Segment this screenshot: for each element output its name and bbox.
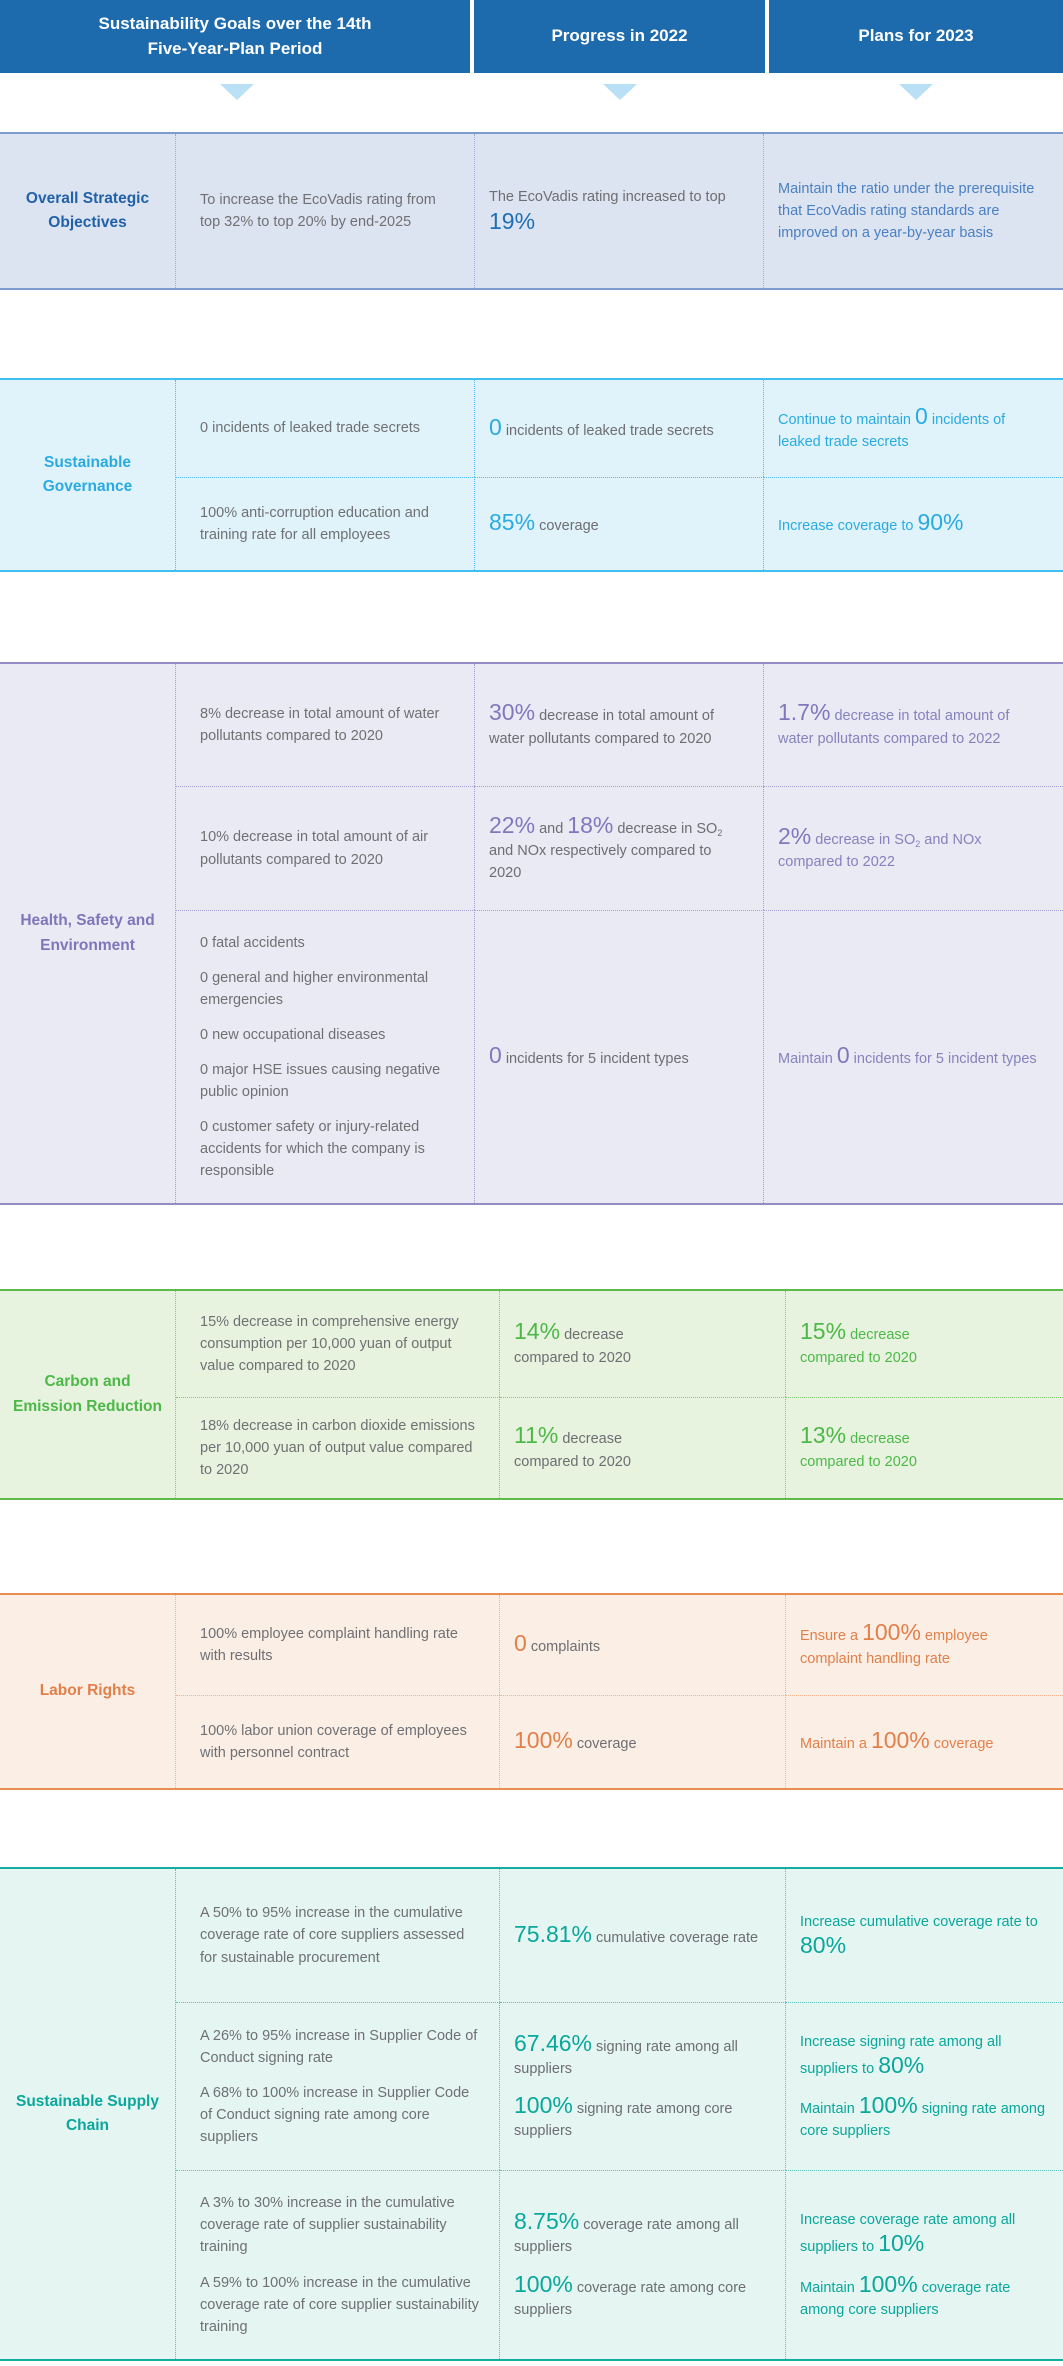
goal-cell: 18% decrease in carbon dioxide emissions… <box>176 1397 500 1498</box>
plans-cell: Maintain a 100% coverage <box>786 1695 1063 1788</box>
header-plans-label: Plans for 2023 <box>858 26 974 46</box>
goal-cell: A 50% to 95% increase in the cumulative … <box>176 1869 500 2002</box>
plans-cell: 2% decrease in SO2 and NOx compared to 2… <box>764 786 1063 910</box>
progress-cell: 0 incidents for 5 incident types <box>475 910 764 1203</box>
plans-cell: Increase coverage rate among all supplie… <box>786 2170 1063 2359</box>
goal-cell: 8% decrease in total amount of water pol… <box>176 664 475 786</box>
plans-cell: Maintain the ratio under the prerequisit… <box>778 180 1035 242</box>
plans-cell: Increase cumulative coverage rate to 80% <box>800 1913 1038 1958</box>
progress-cell: 14% decrease compared to 2020 <box>500 1291 786 1397</box>
goal-cell: 10% decrease in total amount of air poll… <box>176 786 475 910</box>
plans-cell: 13% decrease compared to 2020 <box>786 1397 1063 1498</box>
plans-cell: Continue to maintain 0 incidents of leak… <box>778 402 1006 450</box>
goal-cell: A 26% to 95% increase in Supplier Code o… <box>176 2002 500 2170</box>
progress-cell: 0 incidents of leaked trade secrets <box>475 380 764 477</box>
section-carbon-emission-reduction: Carbon and Emission Reduction 15% decreas… <box>0 1289 1063 1500</box>
goal-cell: 0 incidents of leaked trade secrets <box>176 380 475 477</box>
progress-cell: 30% decrease in total amount of water po… <box>475 664 764 786</box>
goal-cell: 0 fatal accidents 0 general and higher en… <box>176 910 475 1203</box>
section-label-carbon-emission-reduction: Carbon and Emission Reduction <box>0 1291 176 1498</box>
progress-cell: 75.81% cumulative coverage rate <box>500 1869 786 2002</box>
section-labor-rights: Labor Rights 100% employee complaint hand… <box>0 1593 1063 1790</box>
plans-cell: 1.7% decrease in total amount of water p… <box>778 699 1010 747</box>
plans-cell: Ensure a 100% employee complaint handlin… <box>800 1619 988 1667</box>
progress-cell: The EcoVadis rating increased to top 19% <box>475 134 764 288</box>
down-arrow-icon <box>220 84 254 100</box>
progress-cell: 11% decrease compared to 2020 <box>500 1397 786 1498</box>
progress-cell: 8.75% coverage rate among all suppliers 1… <box>500 2170 786 2359</box>
header-progress-column: Progress in 2022 <box>474 0 765 73</box>
section-label-health-safety-environment: Health, Safety and Environment <box>0 664 176 1203</box>
goal-cell: 15% decrease in comprehensive energy con… <box>176 1291 500 1397</box>
progress-cell: 100% coverage <box>500 1695 786 1788</box>
progress-cell: 0 complaints <box>500 1595 786 1695</box>
down-arrow-icon <box>899 84 933 100</box>
section-label-sustainable-supply-chain: Sustainable Supply Chain <box>0 1869 176 2359</box>
goal-cell: 100% employee complaint handling rate wi… <box>176 1595 500 1695</box>
progress-cell: 85% coverage <box>475 477 764 570</box>
header-plans-column: Plans for 2023 <box>769 0 1063 73</box>
header-progress-label: Progress in 2022 <box>551 26 688 46</box>
goal-cell: 100% anti-corruption education and train… <box>176 477 475 570</box>
plans-cell: Increase coverage to 90% <box>764 477 1063 570</box>
section-health-safety-environment: Health, Safety and Environment 8% decreas… <box>0 662 1063 1205</box>
progress-cell: 22% and 18% decrease in SO2 and NOx resp… <box>475 786 764 910</box>
progress-cell: 67.46% signing rate among all suppliers 1… <box>500 2002 786 2170</box>
section-sustainable-governance: Sustainable Governance 0 incidents of lea… <box>0 378 1063 572</box>
goal-cell: To increase the EcoVadis rating from top… <box>176 134 475 288</box>
plans-cell: Increase signing rate among all supplier… <box>786 2002 1063 2170</box>
header-goals-column: Sustainability Goals over the 14th Five-… <box>0 0 470 73</box>
plans-cell: 15% decrease compared to 2020 <box>800 1318 917 1366</box>
section-label-sustainable-governance: Sustainable Governance <box>0 380 176 570</box>
down-arrow-icon <box>603 84 637 100</box>
section-overall-strategic-objectives: Overall Strategic Objectives To increase … <box>0 132 1063 290</box>
section-sustainable-supply-chain: Sustainable Supply Chain A 50% to 95% inc… <box>0 1867 1063 2361</box>
header-goals-label: Sustainability Goals over the 14th Five-… <box>98 13 372 58</box>
plans-cell: Maintain 0 incidents for 5 incident type… <box>764 910 1063 1203</box>
section-label-overall-strategic-objectives: Overall Strategic Objectives <box>0 134 176 288</box>
section-label-labor-rights: Labor Rights <box>0 1595 176 1788</box>
goal-cell: 100% labor union coverage of employees w… <box>176 1695 500 1788</box>
goal-cell: A 3% to 30% increase in the cumulative c… <box>176 2170 500 2359</box>
